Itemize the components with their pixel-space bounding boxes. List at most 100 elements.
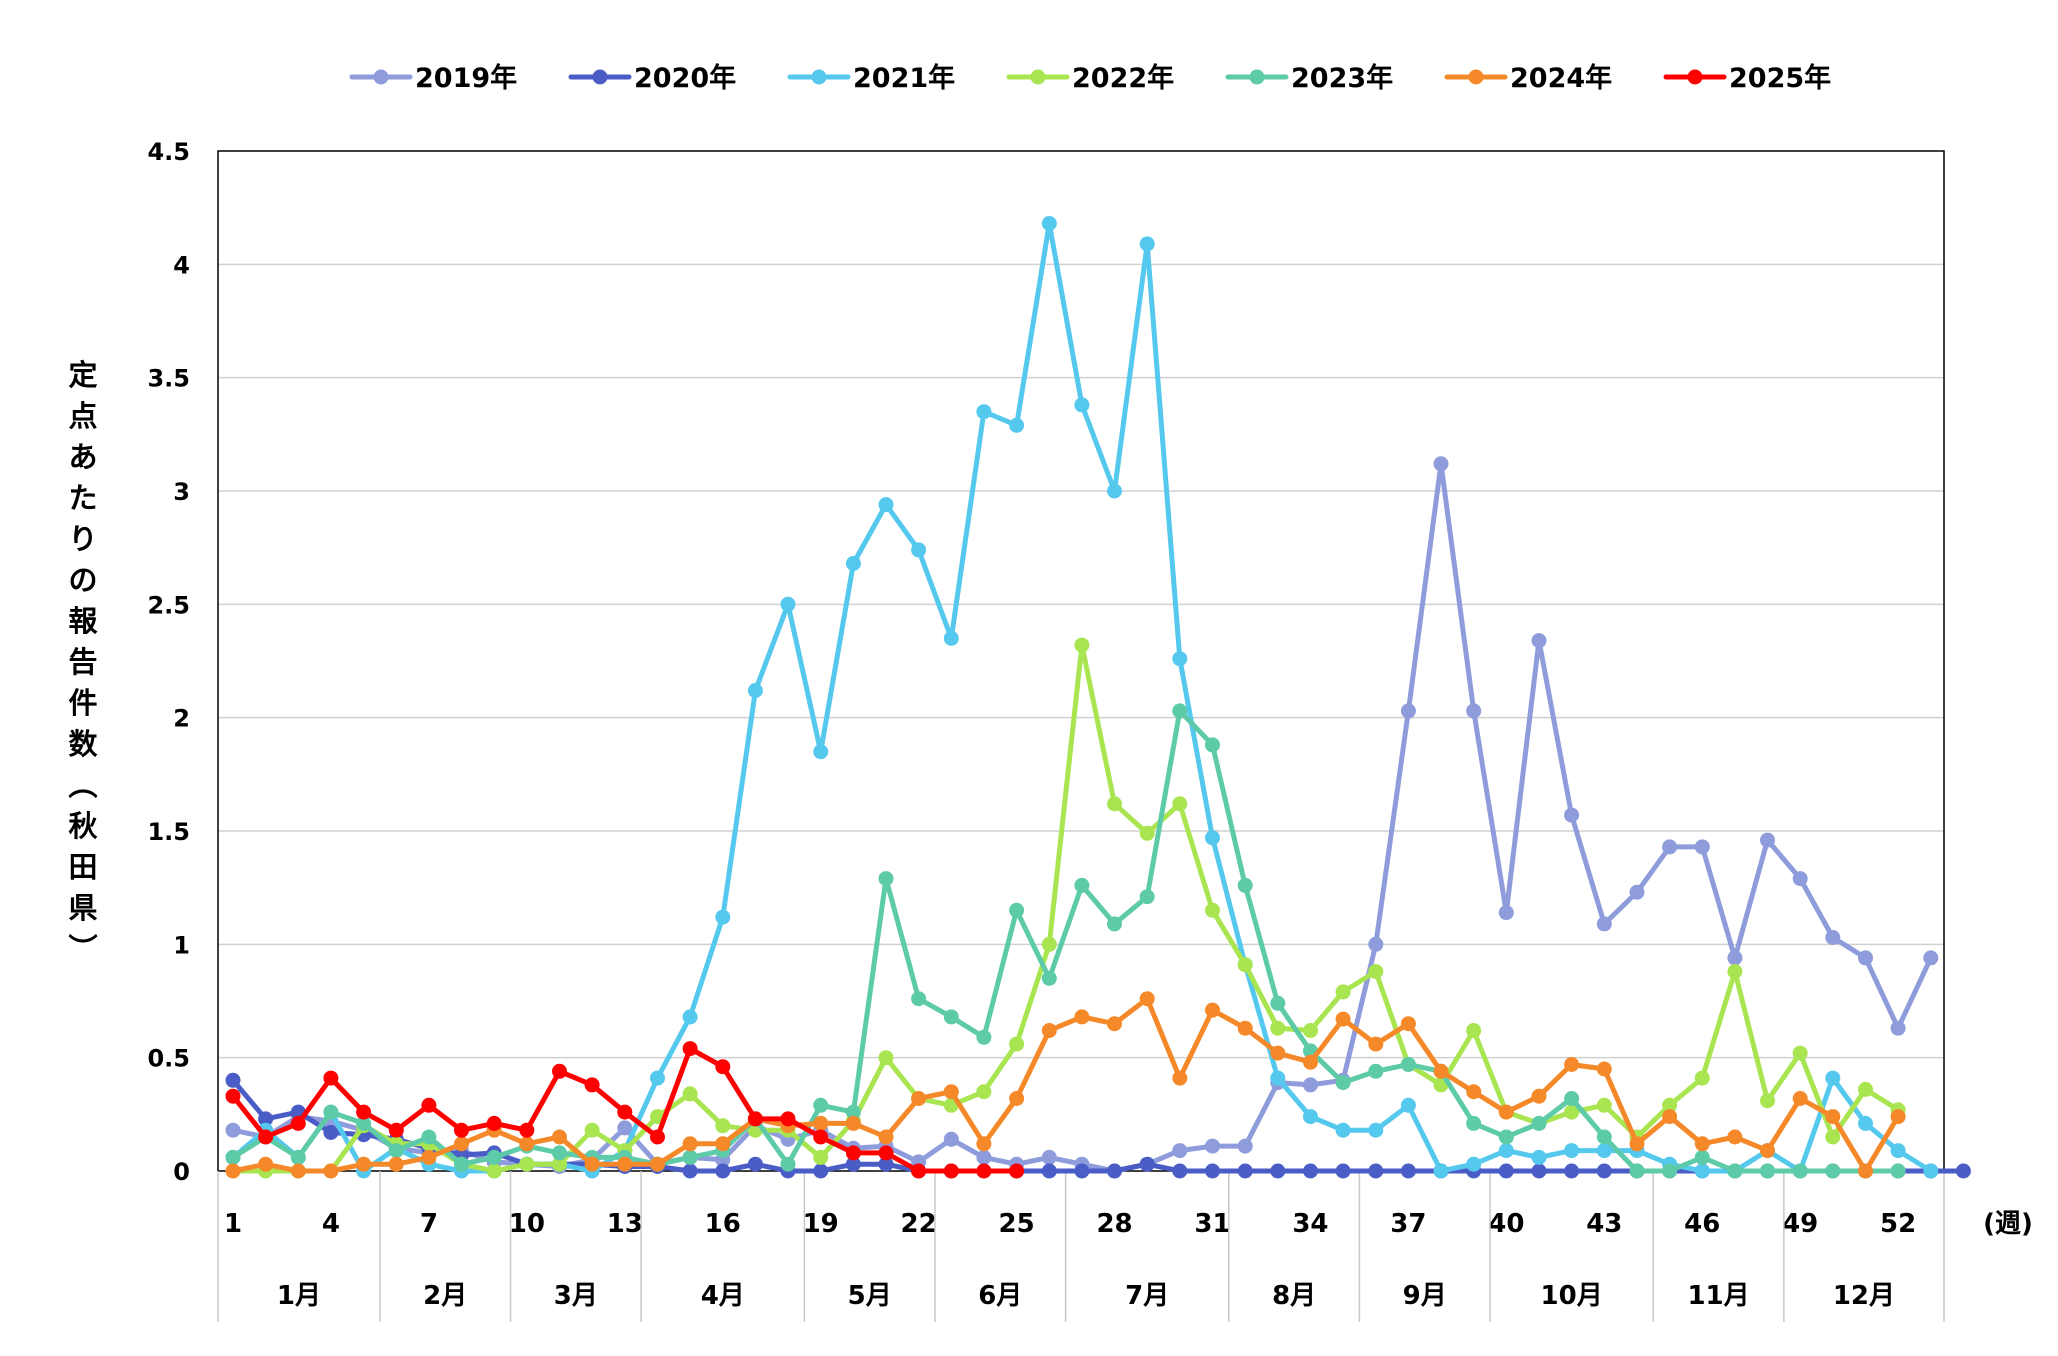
data-point — [1205, 902, 1220, 918]
data-point — [943, 630, 959, 646]
data-point — [1662, 1097, 1678, 1113]
data-point — [1858, 950, 1873, 966]
data-point — [1662, 1109, 1678, 1125]
data-point — [356, 1104, 372, 1120]
y-tick-label: 2 — [173, 705, 190, 733]
data-point — [290, 1115, 306, 1131]
data-point — [1923, 1163, 1939, 1179]
series-2021年 — [225, 216, 1939, 1179]
legend-item: 2021年 — [787, 62, 955, 94]
data-point — [1303, 1077, 1318, 1093]
data-point — [225, 1122, 241, 1138]
data-point — [1825, 1129, 1841, 1145]
data-point — [1694, 1149, 1710, 1165]
x-tick-label: 25 — [999, 1209, 1035, 1239]
month-label: 3月 — [554, 1281, 598, 1311]
data-point — [780, 1156, 796, 1172]
data-point — [454, 1122, 469, 1138]
data-point — [552, 1063, 567, 1079]
data-point — [1858, 1163, 1873, 1179]
data-point — [1205, 830, 1220, 846]
data-point — [813, 1163, 829, 1179]
data-point — [1139, 889, 1155, 905]
series-2022年 — [225, 637, 1906, 1179]
data-point — [1858, 1081, 1873, 1097]
legend-label: 2024年 — [1510, 62, 1612, 94]
data-point — [1205, 737, 1220, 753]
data-point — [1303, 1023, 1318, 1038]
data-point — [1107, 1163, 1122, 1179]
data-point — [1564, 1163, 1580, 1179]
y-tick-label: 1 — [173, 931, 190, 959]
data-point — [519, 1136, 535, 1152]
x-tick-label: 52 — [1880, 1209, 1916, 1239]
data-point — [1531, 1088, 1547, 1104]
data-point — [519, 1156, 535, 1172]
data-point — [1335, 1075, 1351, 1091]
data-point — [1303, 1109, 1318, 1125]
series-2025年 — [225, 1041, 1025, 1179]
month-label: 2月 — [423, 1281, 467, 1311]
data-point — [1400, 1163, 1416, 1179]
data-point — [845, 1156, 861, 1172]
legend-swatch-marker — [592, 69, 608, 85]
legend-item: 2019年 — [349, 62, 517, 94]
data-point — [1760, 1163, 1775, 1179]
data-point — [1400, 1016, 1416, 1032]
data-point — [1792, 1091, 1808, 1106]
data-point — [1433, 456, 1449, 472]
data-point — [1596, 916, 1612, 932]
data-point — [1792, 871, 1808, 887]
month-label: 5月 — [848, 1281, 892, 1311]
legend-swatch-marker — [373, 69, 389, 85]
legend-label: 2025年 — [1729, 62, 1831, 94]
data-point — [1531, 633, 1547, 649]
data-point — [1400, 1057, 1416, 1072]
data-point — [1498, 1104, 1514, 1120]
series-line — [230, 996, 1901, 1174]
data-point — [1400, 1097, 1416, 1113]
data-point — [1825, 1163, 1841, 1179]
data-point — [1466, 1156, 1482, 1172]
data-point — [1205, 1002, 1220, 1018]
data-point — [225, 1088, 241, 1104]
data-point — [1335, 1011, 1351, 1027]
data-point — [715, 909, 731, 925]
data-point — [1858, 1115, 1873, 1131]
data-point — [1466, 1084, 1482, 1100]
data-point — [1335, 1163, 1351, 1179]
data-point — [1172, 651, 1188, 667]
data-point — [1498, 1143, 1514, 1159]
data-point — [1368, 936, 1384, 952]
data-point — [1270, 995, 1286, 1011]
data-point — [323, 1163, 339, 1179]
data-point — [976, 1084, 992, 1100]
data-point — [1074, 1009, 1090, 1025]
data-point — [1270, 1163, 1286, 1179]
data-point — [1368, 1063, 1384, 1079]
data-point — [454, 1136, 469, 1152]
data-point — [650, 1156, 665, 1172]
data-point — [780, 1111, 796, 1127]
data-point — [943, 1131, 959, 1147]
data-point — [617, 1104, 633, 1120]
data-point — [682, 1086, 698, 1102]
data-point — [878, 497, 894, 513]
data-point — [1009, 417, 1025, 433]
data-point — [584, 1156, 600, 1172]
data-point — [1727, 1163, 1743, 1179]
data-point — [1139, 236, 1155, 252]
data-point — [1531, 1115, 1547, 1131]
data-point — [813, 1129, 829, 1145]
data-point — [1368, 1163, 1384, 1179]
data-point — [1368, 1122, 1384, 1138]
data-point — [1531, 1149, 1547, 1165]
data-point — [421, 1097, 437, 1113]
y-gridlines — [218, 263, 1944, 1059]
series-line — [230, 221, 1934, 1174]
month-label: 4月 — [701, 1281, 745, 1311]
x-tick-label: 31 — [1194, 1209, 1230, 1239]
data-point — [1564, 1143, 1580, 1159]
data-point — [258, 1129, 274, 1145]
x-tick-label: 22 — [901, 1209, 937, 1239]
